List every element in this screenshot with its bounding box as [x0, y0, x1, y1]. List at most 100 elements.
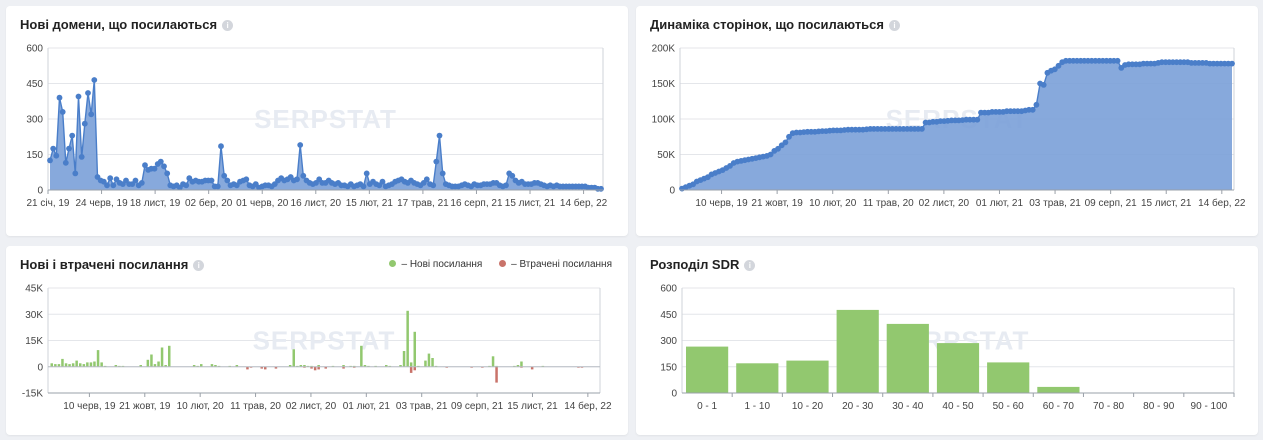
- bar-new: [399, 365, 402, 367]
- y-tick-label: 0: [37, 362, 43, 373]
- bar-lost: [260, 366, 263, 369]
- data-point: [1055, 62, 1062, 69]
- panel-sdr-distribution: Розподіл SDR i 0 150 300 450 600 SERPSTAT 0 - 1…: [636, 246, 1258, 435]
- data-point: [767, 151, 774, 158]
- bar-new: [153, 364, 157, 367]
- series-area: [682, 60, 1232, 190]
- data-point: [81, 120, 88, 127]
- data-point: [72, 170, 79, 177]
- data-point: [56, 94, 63, 101]
- data-point: [161, 163, 167, 170]
- bar-new: [406, 310, 409, 367]
- legend-item-lost[interactable]: – Втрачені посилання: [499, 259, 612, 270]
- data-point: [297, 142, 304, 148]
- bar-new: [214, 365, 217, 367]
- data-point: [78, 154, 85, 160]
- data-point: [436, 132, 443, 139]
- x-tick-label: 50 - 60: [993, 401, 1025, 412]
- bar-new: [299, 365, 303, 367]
- x-tick-label: 15 лист, 21: [505, 198, 556, 209]
- data-point: [439, 170, 446, 177]
- data-point: [47, 157, 53, 164]
- x-tick-label: 14 бер, 22: [560, 197, 608, 209]
- bar-lost: [409, 366, 413, 373]
- bar-new: [360, 345, 363, 367]
- data-point: [782, 139, 789, 146]
- data-point: [138, 180, 145, 186]
- bar-sdr: [736, 363, 779, 394]
- bar-new: [402, 351, 406, 367]
- bar-new: [363, 365, 367, 367]
- bar-sdr: [786, 360, 829, 393]
- info-icon[interactable]: i: [222, 20, 234, 31]
- data-point: [1114, 57, 1121, 64]
- bar-lost: [413, 366, 416, 371]
- new-domains-chart: 0 150 300 450 600 SERPSTAT 21 січ, 19 24 черв, …: [26, 44, 608, 210]
- bar-lost: [342, 366, 345, 369]
- info-icon[interactable]: i: [889, 20, 900, 31]
- x-tick-label: 21 жовт, 19: [751, 198, 803, 209]
- bar-new: [409, 362, 413, 367]
- x-tick-label: 09 серп, 21: [451, 401, 504, 412]
- info-icon[interactable]: i: [193, 260, 205, 271]
- info-icon[interactable]: i: [744, 260, 756, 271]
- y-tick-label: -15K: [22, 389, 43, 400]
- bar-lost: [264, 366, 267, 370]
- x-tick-label: 01 лют, 21: [343, 401, 391, 412]
- data-point: [69, 132, 76, 139]
- data-point: [151, 165, 158, 172]
- bar-new: [160, 347, 164, 367]
- chart-title: Нові домени, що посилаються i: [20, 17, 234, 32]
- data-point: [183, 182, 190, 189]
- bar-new: [235, 365, 239, 367]
- data-point: [1029, 106, 1036, 113]
- y-tick-label: 300: [26, 115, 43, 126]
- bar-new: [413, 331, 416, 367]
- data-point: [107, 175, 114, 182]
- data-point: [50, 145, 57, 152]
- data-point: [1051, 66, 1058, 73]
- data-point: [164, 170, 171, 177]
- x-tick-label: 03 трав, 21: [1029, 198, 1081, 209]
- legend-dot-lost: [499, 260, 507, 267]
- bar-new: [427, 353, 431, 367]
- bar-new: [114, 365, 118, 367]
- x-tick-label: 15 лист, 21: [507, 401, 558, 412]
- legend-item-new[interactable]: – Нові посилання: [389, 259, 482, 270]
- y-tick-label: 30K: [25, 310, 43, 321]
- bar-lost: [324, 366, 327, 369]
- bar-new: [342, 365, 345, 367]
- bar-lost: [313, 366, 317, 371]
- series-line: [49, 79, 601, 190]
- x-tick-label: 60 - 70: [1043, 401, 1075, 412]
- bar-new: [82, 364, 86, 367]
- chart-title: Динаміка сторінок, що посилаються i: [650, 17, 900, 32]
- data-point: [598, 185, 604, 192]
- y-tick-label: 150K: [652, 79, 676, 90]
- data-point: [509, 172, 516, 179]
- x-tick-label: 10 - 20: [792, 401, 824, 412]
- series-area: [50, 80, 601, 190]
- x-tick-label: 30 - 40: [892, 401, 924, 412]
- y-tick-label: 450: [26, 79, 43, 90]
- data-point: [88, 111, 95, 118]
- bar-new: [192, 365, 196, 367]
- data-point: [430, 182, 437, 189]
- x-tick-label: 18 лист, 19: [130, 198, 181, 209]
- data-point: [218, 143, 224, 150]
- y-tick-label: 300: [660, 336, 677, 347]
- bar-new: [50, 363, 53, 367]
- bar-sdr: [987, 362, 1030, 393]
- watermark: SERPSTAT: [253, 326, 396, 356]
- x-tick-label: 80 - 90: [1143, 401, 1175, 412]
- bar-sdr: [886, 323, 929, 393]
- x-tick-label: 01 лют, 21: [976, 198, 1024, 209]
- data-point: [214, 183, 221, 190]
- y-tick-label: 0: [669, 186, 675, 197]
- bar-lost: [530, 366, 534, 370]
- x-tick-label: 10 лют, 20: [809, 198, 857, 209]
- bar-new: [96, 350, 100, 367]
- data-point: [919, 126, 925, 132]
- bar-new: [146, 359, 150, 367]
- data-point: [294, 176, 300, 183]
